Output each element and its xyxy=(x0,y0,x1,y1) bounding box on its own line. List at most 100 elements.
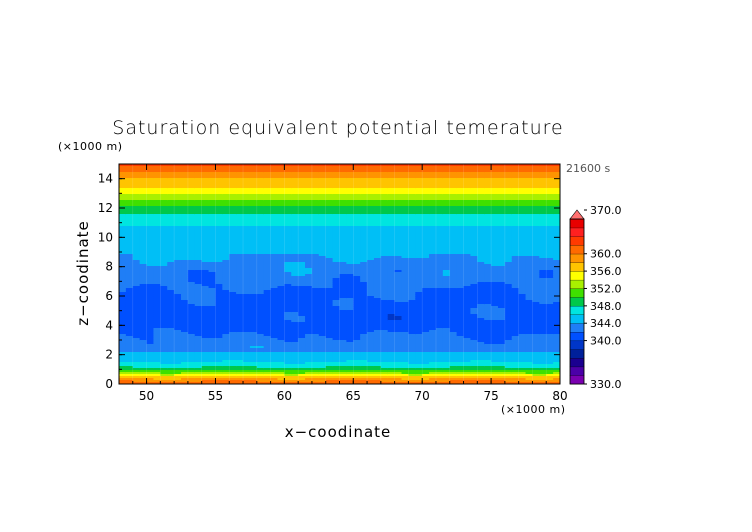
contour-cell xyxy=(325,176,334,179)
contour-cell xyxy=(380,180,389,183)
contour-cell xyxy=(401,266,410,269)
contour-cell xyxy=(194,254,203,257)
contour-cell xyxy=(401,372,410,375)
contour-cell xyxy=(229,302,237,305)
contour-cell xyxy=(229,322,237,325)
contour-cell xyxy=(194,202,203,205)
contour-cell xyxy=(167,380,175,383)
contour-cell xyxy=(249,290,258,293)
contour-cell xyxy=(160,174,168,177)
contour-cell xyxy=(243,166,251,169)
contour-cell xyxy=(194,292,203,295)
contour-cell xyxy=(153,222,161,225)
contour-cell xyxy=(146,232,155,235)
contour-cell xyxy=(263,238,272,241)
contour-cell xyxy=(325,330,334,333)
contour-cell xyxy=(415,330,423,333)
contour-cell xyxy=(401,180,410,183)
contour-cell xyxy=(201,220,210,223)
contour-cell xyxy=(401,192,410,195)
contour-cell xyxy=(305,270,313,273)
contour-cell xyxy=(187,218,196,221)
contour-cell xyxy=(373,364,382,367)
contour-cell xyxy=(263,302,272,305)
contour-cell xyxy=(373,304,382,307)
contour-cell xyxy=(429,200,437,203)
contour-cell xyxy=(284,224,292,227)
contour-cell xyxy=(380,274,389,277)
contour-cell xyxy=(187,268,196,271)
contour-cell xyxy=(125,176,134,179)
contour-cell xyxy=(222,210,230,213)
contour-cell xyxy=(311,308,320,311)
contour-cell xyxy=(353,342,361,345)
contour-cell xyxy=(153,210,161,213)
contour-cell xyxy=(422,326,430,329)
contour-cell xyxy=(277,252,285,255)
contour-cell xyxy=(160,188,168,191)
contour-cell xyxy=(353,276,361,279)
contour-cell xyxy=(119,306,127,309)
contour-cell xyxy=(194,346,203,349)
contour-cell xyxy=(263,354,272,357)
contour-cell xyxy=(339,374,347,377)
contour-cell xyxy=(256,364,265,367)
contour-cell xyxy=(194,218,203,221)
contour-cell xyxy=(256,332,265,335)
contour-cell xyxy=(305,376,313,379)
contour-cell xyxy=(236,266,244,269)
contour-cell xyxy=(422,168,430,171)
contour-cell xyxy=(222,380,230,383)
contour-cell xyxy=(339,288,347,291)
contour-cell xyxy=(236,342,244,345)
contour-cell xyxy=(174,310,182,313)
contour-cell xyxy=(367,382,375,384)
contour-cell xyxy=(160,208,168,211)
contour-cell xyxy=(194,182,203,185)
contour-cell xyxy=(174,332,182,335)
contour-cell xyxy=(243,336,251,339)
contour-cell xyxy=(318,362,327,365)
contour-cell xyxy=(256,164,265,167)
contour-cell xyxy=(318,196,327,199)
contour-cell xyxy=(167,368,175,371)
contour-cell xyxy=(291,164,299,167)
contour-cell xyxy=(263,360,272,363)
contour-cell xyxy=(408,246,416,249)
contour-cell xyxy=(194,222,203,225)
contour-cell xyxy=(229,308,237,311)
contour-cell xyxy=(181,290,189,293)
contour-cell xyxy=(332,340,341,343)
contour-cell xyxy=(298,206,306,209)
contour-cell xyxy=(360,366,368,369)
contour-cell xyxy=(167,244,175,247)
contour-cell xyxy=(284,332,292,335)
contour-cell xyxy=(353,208,361,211)
contour-cell xyxy=(249,264,258,267)
contour-cell xyxy=(153,372,161,375)
contour-cell xyxy=(222,246,230,249)
contour-cell xyxy=(277,210,285,213)
contour-cell xyxy=(325,232,334,235)
contour-cell xyxy=(263,192,272,195)
contour-cell xyxy=(119,308,127,311)
contour-cell xyxy=(325,350,334,353)
contour-cell xyxy=(346,380,354,383)
contour-cell xyxy=(353,280,361,283)
contour-cell xyxy=(387,302,396,305)
contour-cell xyxy=(270,174,279,177)
contour-cell xyxy=(132,224,141,227)
contour-cell xyxy=(339,364,347,367)
contour-cell xyxy=(208,346,217,349)
contour-cell xyxy=(311,188,320,191)
contour-cell xyxy=(160,194,168,197)
contour-cell xyxy=(236,306,244,309)
contour-cell xyxy=(215,312,223,315)
contour-cell xyxy=(298,198,306,201)
contour-cell xyxy=(318,316,327,319)
contour-cell xyxy=(429,186,437,189)
contour-cell xyxy=(429,184,437,187)
contour-cell xyxy=(284,204,292,207)
contour-cell xyxy=(181,360,189,363)
contour-cell xyxy=(305,208,313,211)
